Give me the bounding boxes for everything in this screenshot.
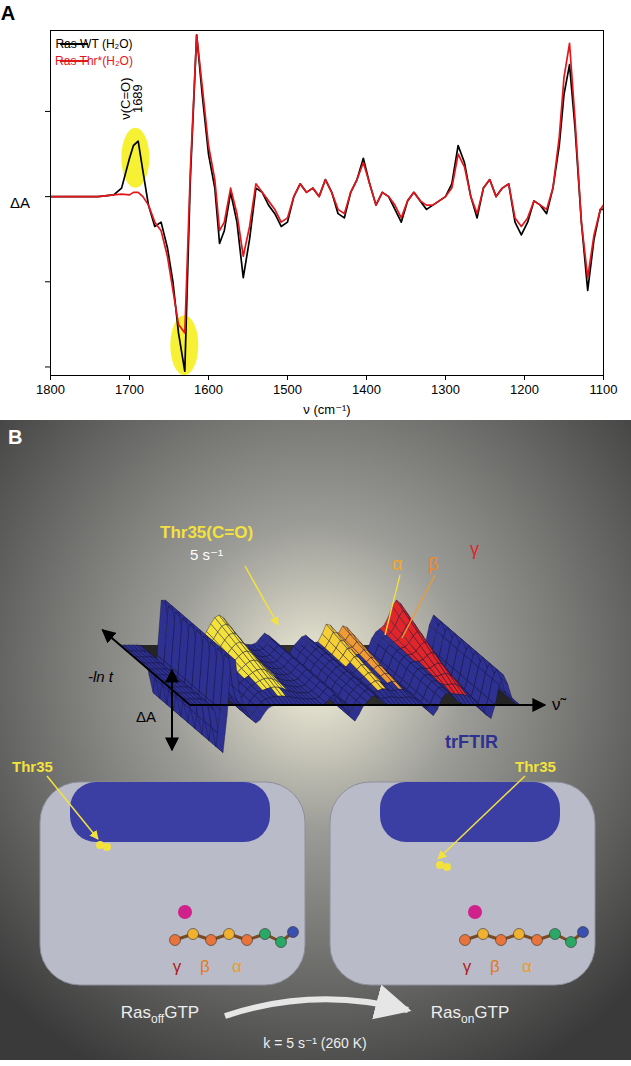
svg-text:β: β [200,957,210,976]
svg-text:A: A [1,2,15,24]
svg-text:α: α [392,554,402,574]
svg-text:Thr35(C=O): Thr35(C=O) [160,523,253,542]
svg-text:RasoffGTP: RasoffGTP [121,1003,199,1026]
svg-text:5 s⁻¹: 5 s⁻¹ [190,546,223,563]
svg-text:Ras Thr*(H₂O): Ras Thr*(H₂O) [55,54,133,68]
svg-text:1700: 1700 [115,382,144,397]
svg-text:1600: 1600 [194,382,223,397]
svg-text:γ: γ [470,539,479,559]
svg-text:Ras WT (H₂O): Ras WT (H₂O) [55,37,132,51]
svg-text:1100: 1100 [590,382,618,397]
svg-text:ν(C=O): ν(C=O) [117,77,133,120]
svg-text:k = 5 s⁻¹ (260 K): k = 5 s⁻¹ (260 K) [263,1035,366,1051]
svg-text:β: β [490,957,500,976]
svg-text:α: α [522,957,532,976]
svg-text:B: B [8,426,22,448]
svg-text:ν̃: ν̃ [552,695,567,714]
svg-text:1300: 1300 [431,382,460,397]
svg-text:β: β [428,554,438,574]
svg-text:1200: 1200 [510,382,539,397]
svg-text:Thr35: Thr35 [12,758,53,775]
svg-text:γ: γ [463,957,472,976]
svg-text:ν (cm⁻¹): ν (cm⁻¹) [303,402,350,417]
svg-text:-ln t: -ln t [88,668,114,685]
svg-text:1689: 1689 [130,84,145,113]
svg-text:RasonGTP: RasonGTP [431,1003,510,1026]
svg-text:1800: 1800 [36,382,65,397]
svg-text:ΔA: ΔA [136,708,156,725]
svg-text:ΔA: ΔA [10,194,30,211]
svg-text:Thr35: Thr35 [515,758,556,775]
svg-text:γ: γ [173,957,182,976]
svg-text:1400: 1400 [352,382,381,397]
svg-text:1500: 1500 [273,382,302,397]
svg-text:trFTIR: trFTIR [445,732,498,752]
svg-text:α: α [232,957,242,976]
